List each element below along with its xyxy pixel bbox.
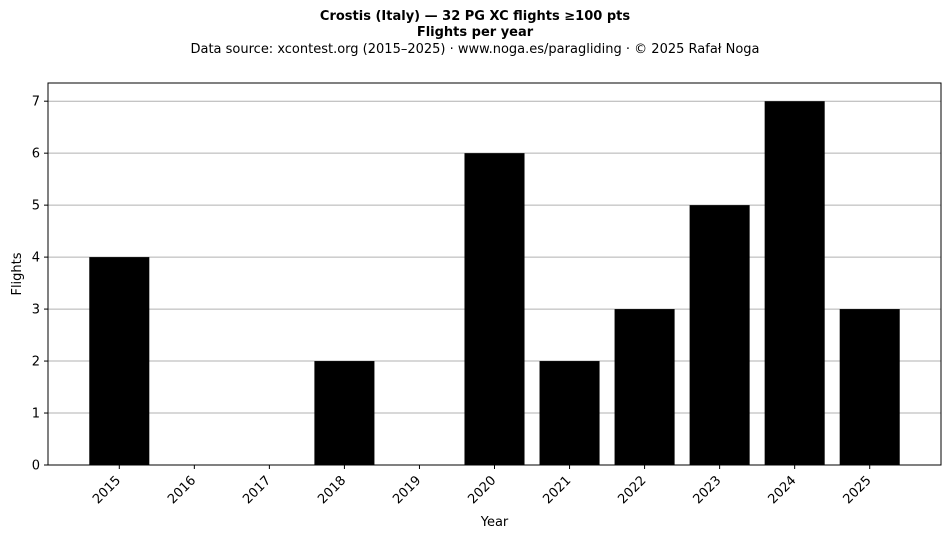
y-tick-label: 6 (32, 147, 40, 162)
y-tick-label: 7 (32, 95, 40, 110)
x-tick-label: 2015 (90, 473, 124, 507)
chart-subtitle: Flights per year (416, 25, 534, 40)
chart-title: Crostis (Italy) — 32 PG XC flights ≥100 … (319, 9, 631, 24)
bars (89, 101, 900, 465)
y-tick-label: 4 (32, 251, 40, 266)
x-tick-label: 2016 (165, 473, 199, 507)
x-tick-label: 2024 (765, 473, 799, 507)
bar-2025 (839, 309, 900, 465)
x-tick-label: 2020 (465, 473, 499, 507)
title-block: Crostis (Italy) — 32 PG XC flights ≥100 … (0, 9, 950, 58)
bar-2018 (314, 361, 375, 465)
x-tick-label: 2021 (540, 473, 574, 507)
y-axis-label: Flights (10, 252, 25, 295)
x-tick-label: 2023 (690, 473, 724, 507)
bar-2023 (689, 205, 750, 465)
y-tick-label: 3 (32, 303, 40, 318)
x-tick-label: 2025 (841, 473, 875, 507)
bar-2024 (764, 101, 825, 465)
bar-2020 (464, 153, 525, 465)
x-tick-label: 2022 (615, 473, 649, 507)
bar-2021 (539, 361, 600, 465)
y-tick-label: 1 (32, 407, 40, 422)
x-tick-label: 2019 (390, 473, 424, 507)
x-axis-label: Year (480, 515, 509, 530)
x-tick-label: 2017 (240, 473, 274, 507)
x-tick-label: 2018 (315, 473, 349, 507)
bar-2022 (614, 309, 675, 465)
y-tick-label: 0 (32, 459, 40, 474)
x-ticks: 2015 2016 2017 2018 2019 2020 2021 2022 2023 2024… (90, 465, 875, 507)
y-ticks: 0 1 2 3 4 5 6 7 (32, 95, 48, 474)
data-source-note: Data source: xcontest.org (2015–2025) · … (190, 42, 760, 57)
y-tick-label: 5 (32, 199, 40, 214)
bar-2015 (89, 257, 150, 465)
y-tick-label: 2 (32, 355, 40, 370)
